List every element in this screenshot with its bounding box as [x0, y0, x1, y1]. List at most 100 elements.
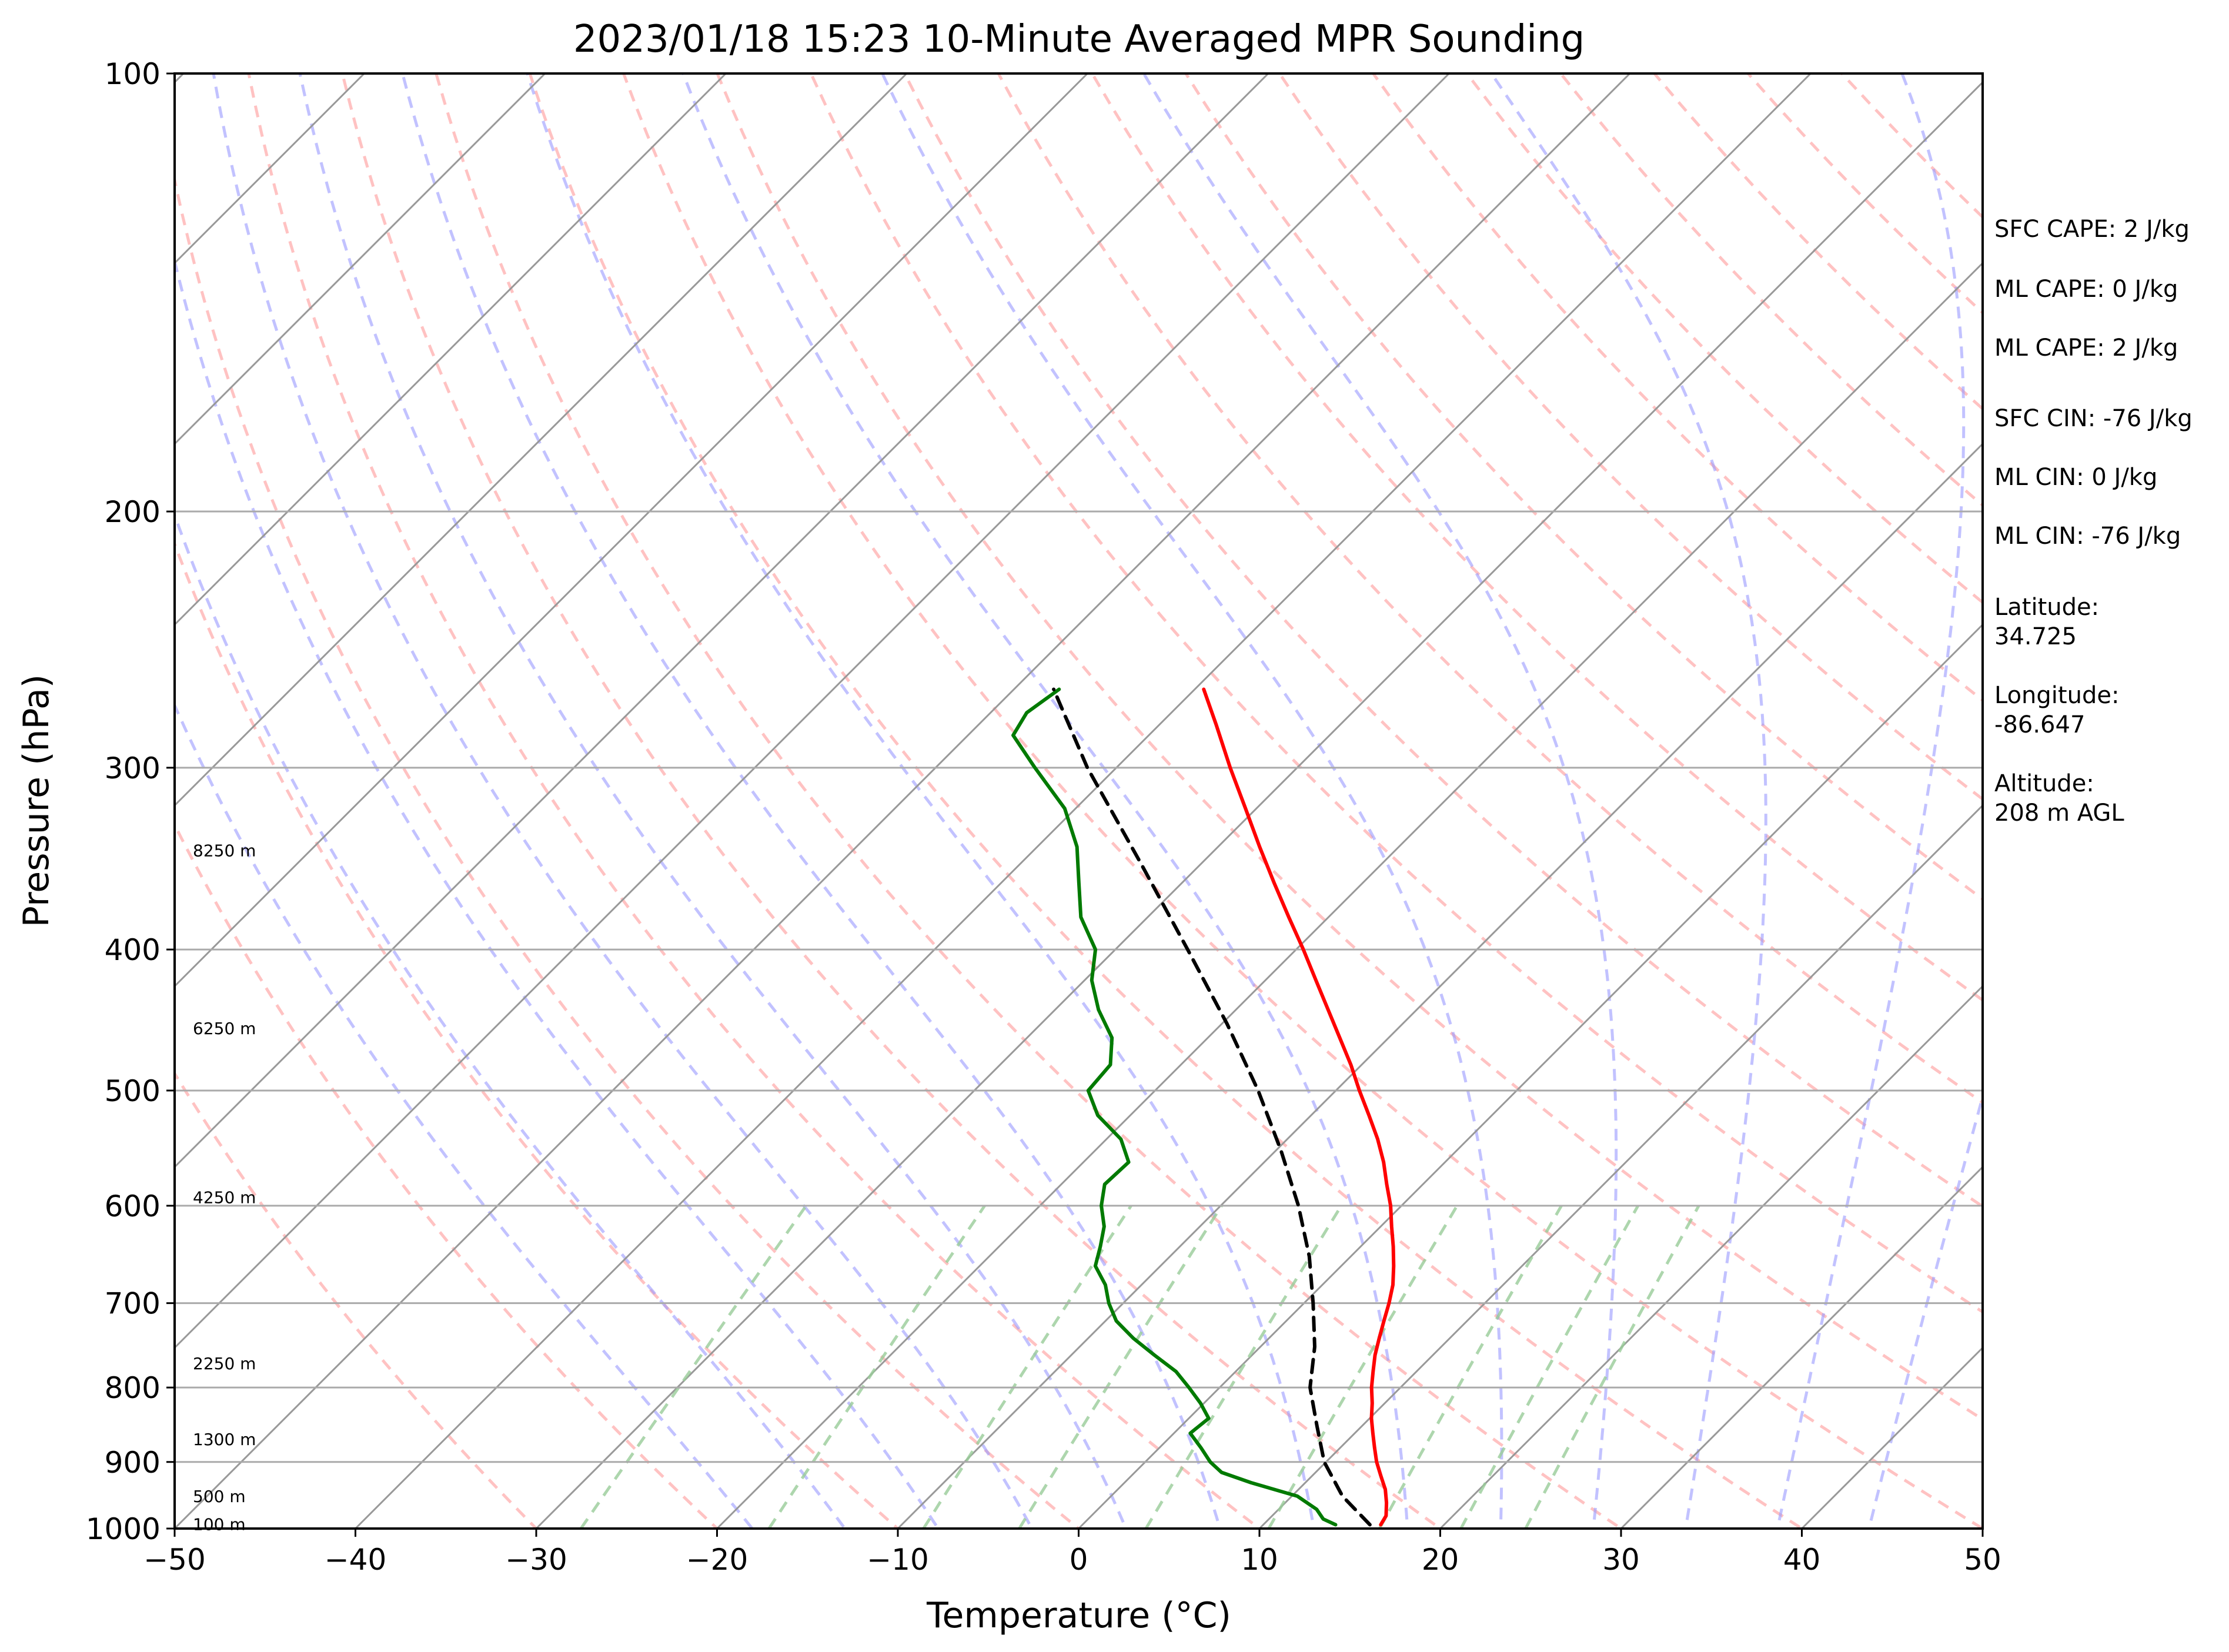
stat-label: -86.647: [1994, 711, 2085, 738]
isotherm: [1439, 985, 1983, 1529]
y-tick-label: 700: [105, 1287, 161, 1321]
dry-adiabat: [1371, 73, 1983, 703]
dry-adiabat: [997, 73, 1983, 1105]
moist-adiabat: [175, 255, 940, 1529]
moist-adiabat: [681, 73, 1409, 1529]
parcel-path-line: [1052, 687, 1372, 1527]
dry-adiabat: [1559, 73, 1983, 507]
x-tick-label: −10: [867, 1543, 929, 1577]
y-tick-label: 200: [105, 495, 161, 529]
dry-adiabat: [175, 1071, 539, 1529]
dry-adiabat: [1184, 73, 1983, 901]
y-tick-label: 400: [105, 933, 161, 967]
dry-adiabat: [175, 540, 900, 1529]
height-label: 6250 m: [193, 1019, 256, 1038]
isotherm: [175, 73, 727, 626]
dry-adiabat: [528, 73, 1805, 1529]
x-tick-label: −30: [505, 1543, 567, 1577]
moist-adiabat: [881, 73, 1503, 1529]
y-tick-label: 300: [105, 751, 161, 785]
isotherm: [175, 73, 1631, 1529]
moist-adiabat: [526, 73, 1316, 1529]
x-tick-label: 10: [1241, 1543, 1278, 1577]
stat-label: Longitude:: [1994, 682, 2119, 709]
moist-adiabat: [1142, 73, 1618, 1529]
moist-adiabat: [1867, 1091, 1983, 1529]
isotherm: [175, 73, 546, 446]
stat-label: Altitude:: [1994, 770, 2094, 797]
x-tick-label: 20: [1422, 1543, 1459, 1577]
x-tick-label: −20: [686, 1543, 748, 1577]
stat-label: 34.725: [1994, 623, 2077, 650]
data-lines: [1011, 687, 1396, 1527]
mixing-ratio-line: [1267, 1205, 1459, 1529]
isotherm: [0, 73, 3, 1529]
isotherm: [175, 73, 1269, 1169]
dry-adiabat: [716, 73, 1983, 1422]
height-label: 1300 m: [193, 1430, 256, 1449]
background-lines: [0, 73, 1983, 1529]
stat-label: ML CIN: -76 J/kg: [1994, 523, 2181, 550]
x-axis: −50 −40 −30 −20 −10 0 10 20 30 40 50: [143, 1529, 2001, 1577]
chart-title: 2023/01/18 15:23 10-Minute Averaged MPR …: [573, 18, 1585, 61]
x-tick-label: 40: [1783, 1543, 1821, 1577]
moist-adiabat: [1776, 73, 1966, 1529]
stat-label: ML CIN: 0 J/kg: [1994, 464, 2157, 491]
x-tick-label: −40: [325, 1543, 387, 1577]
stat-label: SFC CAPE: 2 J/kg: [1994, 216, 2190, 243]
height-label: 8250 m: [193, 841, 256, 861]
dry-adiabat: [340, 73, 1443, 1529]
isotherm: [1258, 804, 1983, 1529]
moist-adiabat: [175, 511, 847, 1529]
plot-frame: [173, 72, 1984, 1530]
isotherm: [175, 73, 1450, 1349]
isotherm: [1620, 1165, 1983, 1529]
isotherm: [1078, 623, 1983, 1529]
isotherm: [716, 262, 1983, 1529]
isotherm: [897, 442, 1983, 1529]
y-tick-label: 800: [105, 1371, 161, 1405]
stat-label: ML CAPE: 2 J/kg: [1994, 335, 2178, 362]
stat-label: 208 m AGL: [1994, 800, 2124, 827]
moist-adiabat: [1490, 73, 1767, 1529]
stat-label: Latitude:: [1994, 594, 2099, 621]
dry-adiabat: [175, 173, 1081, 1529]
moist-adiabat: [175, 701, 754, 1529]
y-tick-label: 1000: [86, 1512, 161, 1546]
moist-adiabat: [212, 73, 1034, 1529]
y-tick-label: 500: [105, 1074, 161, 1108]
moist-adiabat: [298, 73, 1128, 1529]
y-axis: 100 200 300 400 500 600 700 800 900 1000: [86, 57, 175, 1546]
mixing-ratio-line: [579, 1205, 808, 1529]
mixing-ratio-line: [1018, 1205, 1223, 1529]
height-label: 100 m: [193, 1514, 246, 1534]
dry-adiabat: [435, 73, 1624, 1529]
y-tick-label: 100: [105, 57, 161, 91]
dry-adiabat: [247, 73, 1262, 1529]
height-label: 2250 m: [193, 1354, 256, 1373]
x-axis-label: Temperature (°C): [926, 1595, 1231, 1636]
mixing-ratio-line: [1524, 1205, 1700, 1529]
height-label: 4250 m: [193, 1188, 256, 1207]
sounding-stats: SFC CAPE: 2 J/kg ML CAPE: 0 J/kg ML CAPE: …: [1994, 216, 2193, 827]
dry-adiabat: [175, 821, 720, 1529]
isotherm: [175, 73, 1088, 988]
y-axis-label: Pressure (hPa): [16, 674, 57, 927]
y-tick-label: 600: [105, 1189, 161, 1223]
dewpoint-line: [1011, 687, 1338, 1527]
isotherm: [535, 81, 1983, 1529]
y-tick-label: 900: [105, 1446, 161, 1480]
isotherm: [355, 73, 1812, 1529]
x-tick-label: 50: [1964, 1543, 2001, 1577]
x-tick-label: 30: [1602, 1543, 1640, 1577]
stat-label: SFC CIN: -76 J/kg: [1994, 405, 2193, 432]
height-label: 500 m: [193, 1487, 246, 1506]
temperature-line: [1202, 687, 1396, 1527]
mixing-ratio-line: [767, 1205, 986, 1529]
dry-adiabat: [809, 73, 1983, 1314]
dry-adiabat: [621, 73, 1983, 1529]
height-labels: 100 m 500 m 1300 m 2250 m 4250 m 6250 m 8250 m: [193, 841, 256, 1534]
x-tick-label: −50: [143, 1543, 206, 1577]
x-tick-label: 0: [1070, 1543, 1088, 1577]
